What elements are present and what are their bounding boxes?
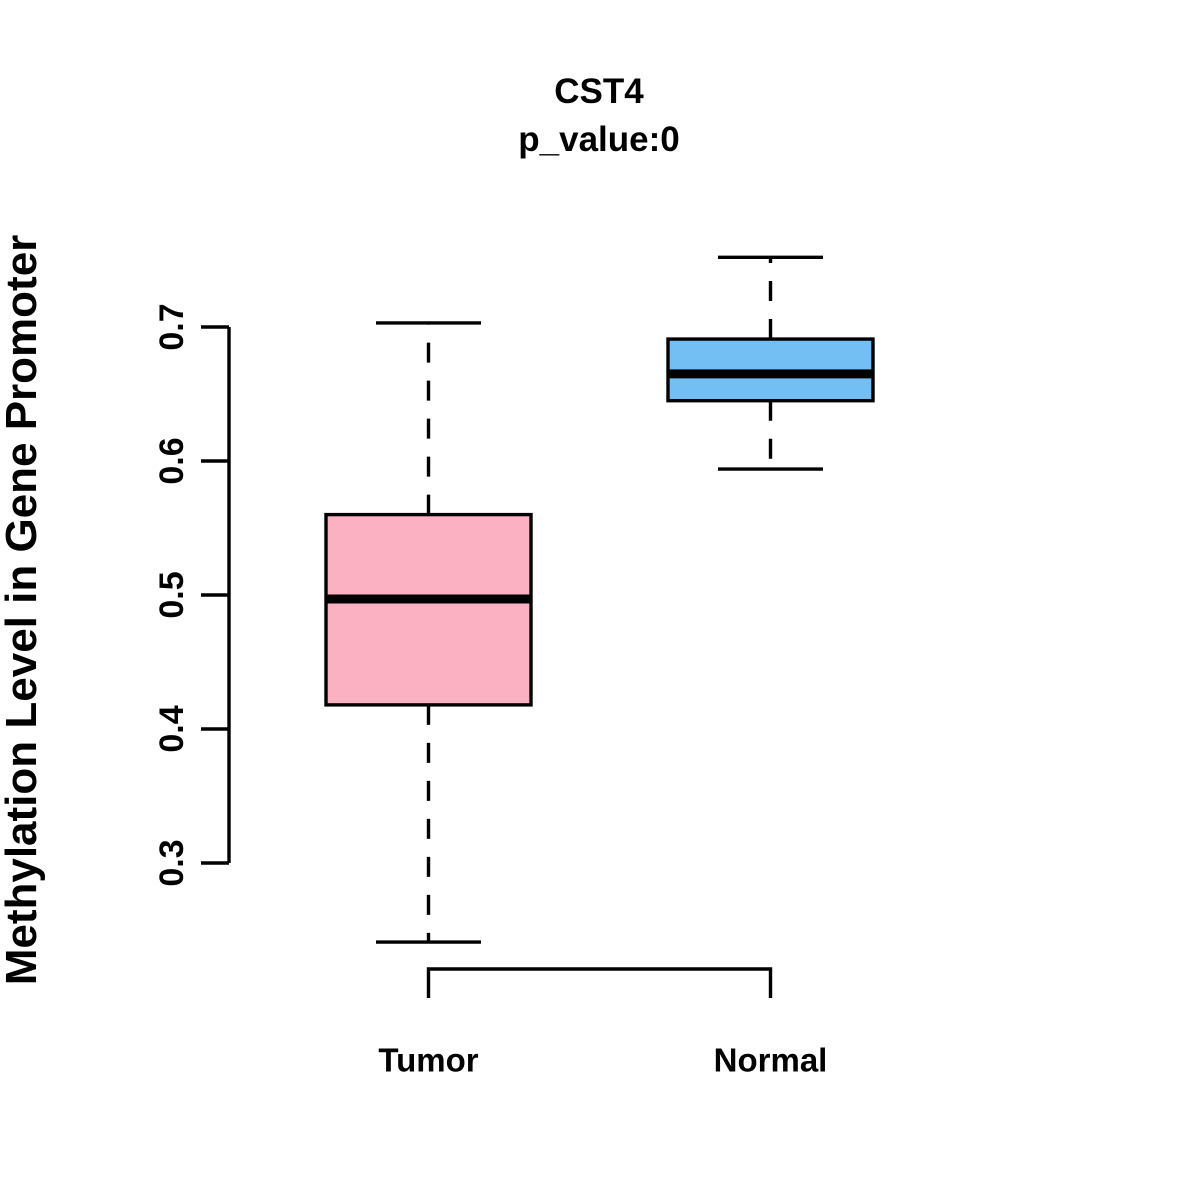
box-groups bbox=[324, 255, 875, 944]
boxplot-normal bbox=[666, 255, 875, 471]
y-axis: 0.3 0.4 0.5 0.6 0.7 bbox=[153, 303, 231, 887]
y-tick-label: 0.4 bbox=[153, 705, 191, 752]
chart-subtitle: p_value:0 bbox=[518, 120, 679, 159]
x-axis-bracket bbox=[426, 967, 773, 998]
x-label-tumor: Tumor bbox=[378, 1042, 478, 1079]
y-tick-label: 0.6 bbox=[153, 437, 191, 484]
chart-title: CST4 bbox=[554, 72, 644, 111]
iqr-box bbox=[324, 512, 533, 707]
x-label-normal: Normal bbox=[714, 1042, 828, 1079]
x-axis: Tumor Normal bbox=[378, 967, 828, 1079]
y-tick-label: 0.3 bbox=[153, 839, 191, 886]
boxplot-tumor bbox=[324, 321, 533, 944]
y-tick-label: 0.7 bbox=[153, 303, 191, 350]
y-tick-label: 0.5 bbox=[153, 571, 191, 618]
y-axis-label: Methylation Level in Gene Promoter bbox=[0, 235, 46, 986]
